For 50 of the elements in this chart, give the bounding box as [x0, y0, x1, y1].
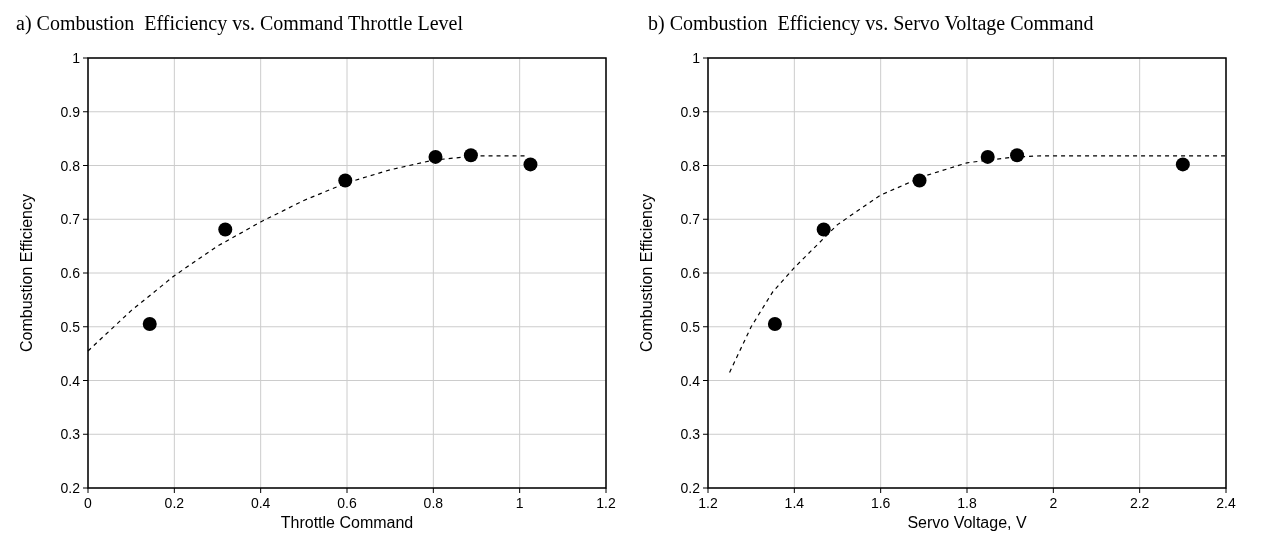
point — [816, 222, 831, 237]
chart-title: b) Combustion Efficiency vs. Servo Voltage Command — [648, 12, 1094, 35]
y-tick-label: 0.9 — [60, 103, 81, 120]
y-tick-label: 0.5 — [680, 318, 701, 335]
point — [142, 317, 157, 332]
y-tick-label: 1 — [72, 50, 81, 66]
y-tick-label: 0.4 — [60, 372, 81, 389]
x-tick-label: 2.4 — [1216, 495, 1236, 511]
y-tick-label: 0.3 — [60, 426, 81, 443]
y-tick-label: 0.8 — [60, 157, 81, 174]
x-tick-label: 1.6 — [870, 495, 891, 511]
point — [1175, 157, 1190, 172]
x-tick-label: 1 — [515, 495, 524, 511]
x-tick-label: 1.2 — [596, 495, 616, 511]
point — [523, 157, 538, 172]
point — [980, 149, 995, 164]
x-tick-label: 0.2 — [164, 495, 185, 511]
x-tick-label: 0 — [84, 495, 93, 511]
point — [338, 173, 353, 188]
x-tick-label: 0.8 — [423, 495, 444, 511]
x-tick-label: 1.2 — [698, 495, 718, 511]
y-tick-label: 0.5 — [60, 318, 81, 335]
point — [218, 222, 233, 237]
x-tick-label: 0.6 — [337, 495, 357, 511]
chart-title: a) Combustion Efficiency vs. Command Throttle Level — [16, 12, 464, 35]
x-tick-label: 2 — [1049, 495, 1058, 511]
x-tick-label: 0.4 — [250, 495, 271, 511]
y-tick-label: 0.2 — [680, 480, 701, 496]
point — [767, 317, 782, 332]
y-tick-label: 0.6 — [680, 265, 701, 281]
y-tick-label: 0.7 — [680, 211, 701, 228]
y-tick-label: 0.4 — [680, 372, 701, 389]
point — [912, 173, 927, 188]
y-tick-label: 0.3 — [680, 426, 701, 443]
y-tick-label: 0.8 — [680, 157, 701, 174]
x-tick-label: 2.2 — [1129, 495, 1150, 511]
y-tick-label: 0.2 — [60, 480, 81, 496]
x-tick-label: 1.4 — [784, 495, 805, 511]
x-tick-label: 1.8 — [957, 495, 977, 511]
x-axis-title: Throttle Command — [280, 514, 414, 531]
point — [428, 149, 443, 164]
y-tick-label: 0.9 — [680, 103, 701, 120]
y-axis-title: Combustion Efficiency — [18, 194, 35, 352]
y-tick-label: 1 — [692, 50, 701, 66]
point — [1010, 148, 1025, 163]
y-tick-label: 0.7 — [60, 211, 81, 228]
point — [463, 148, 478, 163]
y-axis-title: Combustion Efficiency — [638, 194, 655, 352]
x-axis-title: Servo Voltage, V — [907, 514, 1027, 531]
y-tick-label: 0.6 — [60, 265, 81, 281]
